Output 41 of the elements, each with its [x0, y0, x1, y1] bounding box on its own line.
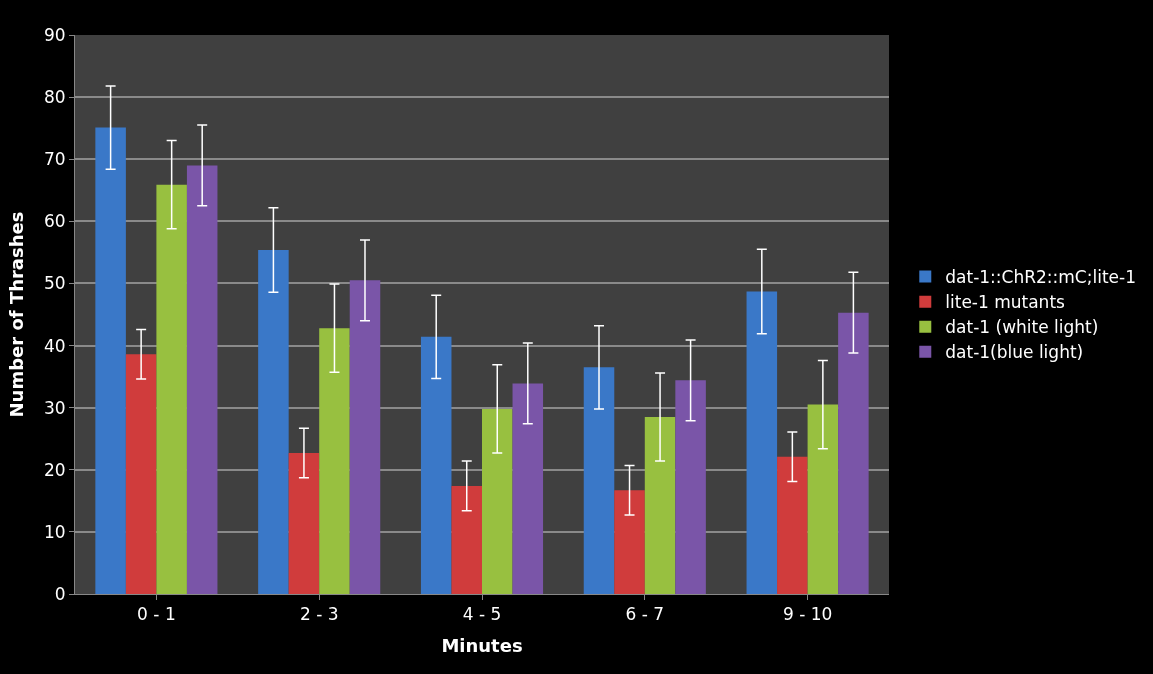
y-tick-label: 40 [43, 335, 66, 356]
bar [125, 354, 157, 594]
x-tick-label: 9 - 10 [782, 604, 833, 625]
bar [644, 416, 676, 594]
bar [675, 380, 706, 594]
bar [777, 456, 808, 594]
x-tick-label: 4 - 5 [462, 604, 502, 625]
x-tick-label: 6 - 7 [625, 604, 665, 625]
legend-label: dat-1::ChR2::mC;lite-1 [945, 267, 1136, 288]
bar [746, 291, 778, 594]
bar [288, 453, 320, 594]
y-tick-label: 90 [43, 24, 66, 45]
bar [258, 249, 289, 594]
y-tick-label: 50 [43, 273, 66, 294]
bar [95, 127, 126, 594]
bar [583, 367, 615, 594]
y-tick-label: 80 [43, 87, 66, 108]
y-tick-label: 10 [43, 521, 66, 542]
legend-label: dat-1(blue light) [945, 342, 1084, 363]
x-tick-label: 0 - 1 [137, 604, 176, 625]
bar [512, 383, 544, 594]
y-axis-title: Number of Thrashes [6, 211, 28, 418]
bar [156, 184, 187, 594]
bar [482, 408, 513, 594]
bar [319, 328, 350, 594]
y-tick-label: 0 [54, 583, 66, 604]
bar [349, 280, 381, 594]
x-axis-title: Minutes [441, 634, 523, 656]
bar [186, 165, 218, 594]
legend-label: lite-1 mutants [945, 292, 1066, 313]
y-tick-label: 70 [43, 149, 66, 170]
y-tick-label: 60 [43, 211, 66, 232]
x-tick-label: 2 - 3 [299, 604, 339, 625]
bar [838, 312, 869, 594]
bar [614, 490, 645, 594]
bar [807, 404, 839, 594]
y-tick-label: 20 [43, 459, 66, 480]
legend-label: dat-1 (white light) [945, 317, 1099, 338]
y-tick-label: 30 [43, 397, 66, 418]
bar [451, 485, 482, 594]
bar [420, 336, 452, 594]
